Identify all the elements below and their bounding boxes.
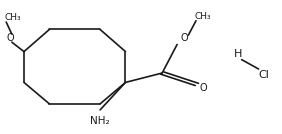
Text: H: H [234,49,243,59]
Text: O: O [6,33,14,43]
Text: NH₂: NH₂ [90,116,110,126]
Text: Cl: Cl [258,70,269,80]
Text: O: O [181,33,189,42]
Text: CH₃: CH₃ [195,12,211,21]
Text: O: O [199,83,207,93]
Text: CH₃: CH₃ [5,13,21,22]
